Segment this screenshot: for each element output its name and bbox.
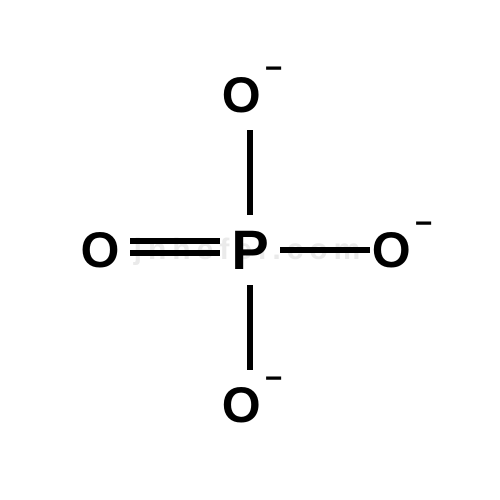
atom-top-label: O [222,67,261,123]
bond-bottom [247,285,253,370]
bond-left-b [130,250,220,256]
atom-bottom-label: O [222,377,261,433]
atom-bottom-charge: − [265,362,283,395]
bond-left-a [130,238,220,244]
atom-left: O [81,225,120,275]
atom-top: O− [222,70,278,120]
atom-right-label: O [372,222,411,278]
atom-bottom: O− [222,380,278,430]
atom-right-charge: − [415,207,433,240]
atom-center: P [231,222,268,278]
atom-right: O− [372,225,428,275]
bond-top [247,130,253,215]
atom-top-charge: − [265,52,283,85]
bond-right [280,247,370,253]
